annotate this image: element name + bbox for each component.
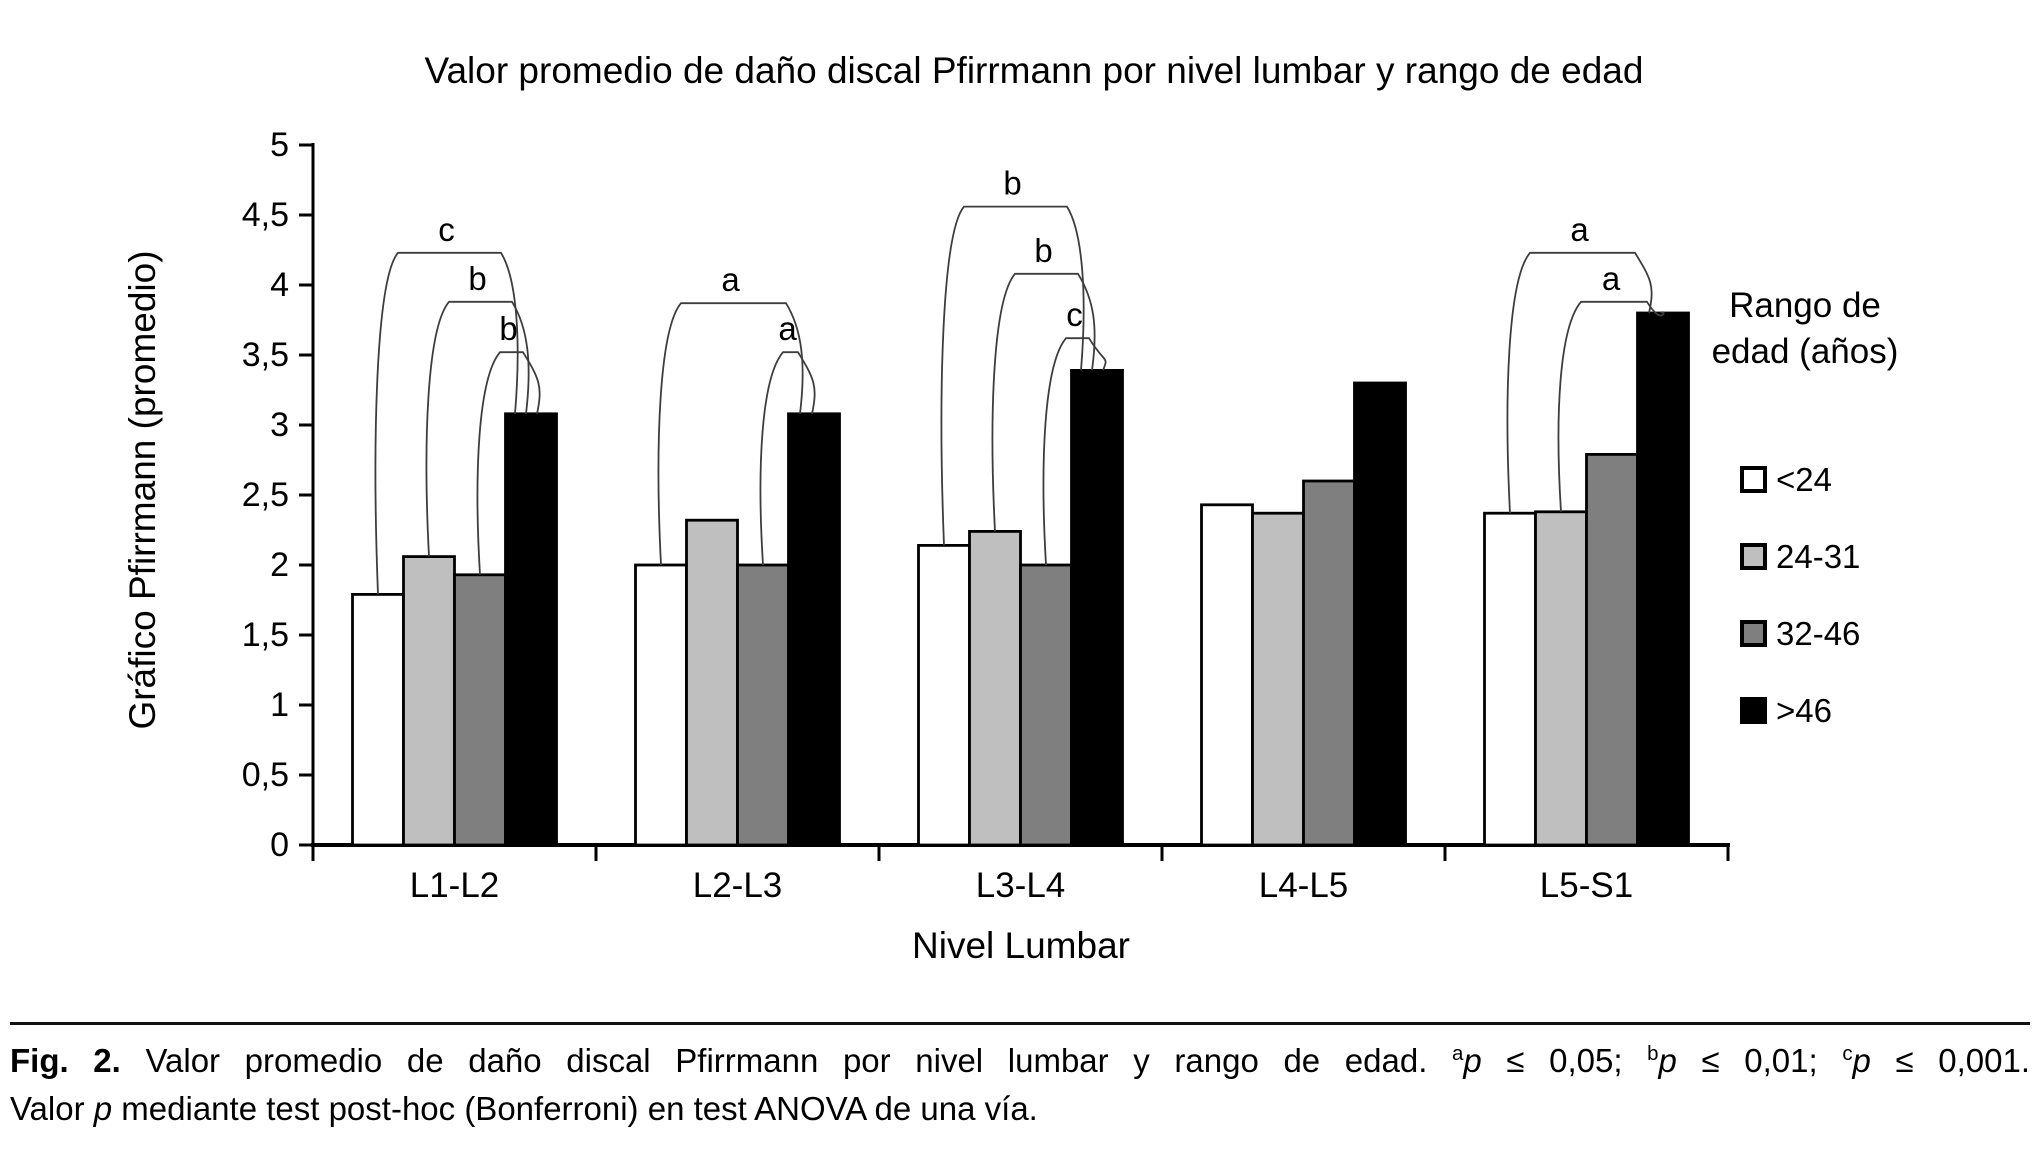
significance-bracket-L5-S1-a [1557,300,1665,512]
bar-chart-plot: 0 0,5 1 1,5 2 2,5 3 3,5 4 4,5 5 L1-L2 L2-L3 L3-L4 L4-L… [242,126,1730,905]
legend-swatch-gt46-icon [1740,697,1767,724]
y-tick-label: 5 [270,126,289,164]
caption-sig-b-p: p [1658,1042,1677,1079]
bar-L4-L5-<24 [1200,503,1254,847]
bracket-label-L2-L3-a: a [721,261,740,298]
category-label-L5-S1: L5-S1 [1540,866,1633,905]
bar-L2-L3-<24 [634,563,688,847]
significance-bracket-L1-L2-c [374,251,519,595]
legend-label-32-46: 32-46 [1776,614,1861,652]
bar-L1-L2-<24 [351,593,405,847]
bracket-label-L1-L2-b: b [468,260,486,297]
legend-label-24-31: 24-31 [1776,537,1861,575]
significance-bracket-L2-L3-a [759,351,816,566]
bar-L2-L3-24-31 [685,518,739,847]
significance-bracket-L3-L4-c [1042,337,1107,566]
legend-label-gt46: >46 [1776,691,1832,729]
bracket-label-L3-L4-c: c [1066,296,1083,333]
y-tick-label: 4,5 [242,196,289,234]
caption-sig-a-sup: a [1452,1042,1464,1065]
caption-divider [10,1022,2030,1025]
bar-L1-L2-24-31 [402,555,456,847]
bracket-label-L3-L4-b: b [1034,232,1052,269]
caption-line-1: Fig. 2. Valor promedio de daño discal Pf… [10,1038,2030,1084]
bracket-label-L2-L3-a: a [778,310,797,347]
caption-line2-p: p [93,1089,113,1127]
legend-item-32-46: 32-46 [1740,595,1940,672]
caption-sig-c-threshold: ≤ 0,001. [1870,1042,2031,1079]
bar-L4-L5->46 [1353,381,1407,847]
legend-swatch-24-31-icon [1740,543,1767,570]
significance-bracket-L1-L2-b [476,351,541,575]
chart-legend: Rango de edad (años) <24 24-31 32-46 >46 [1710,283,1900,729]
bracket-label-L3-L4-b: b [1003,165,1021,202]
y-tick-label: 3,5 [242,336,289,374]
bracket-label-L5-S1-a: a [1602,260,1621,297]
category-label-L2-L3: L2-L3 [693,866,783,905]
legend-swatch-32-46-icon [1740,620,1767,647]
bracket-label-L1-L2-c: c [438,211,455,248]
caption-line2-pre: Valor [10,1089,94,1127]
significance-bracket-L3-L4-b [940,205,1085,546]
caption-text: Valor promedio de daño discal Pfirrmann … [120,1042,1452,1079]
y-tick-label: 0 [270,826,289,864]
category-label-L1-L2: L1-L2 [410,866,500,905]
y-tick-label: 2 [270,546,289,584]
bar-L5-S1-32-46 [1585,452,1639,847]
caption-fig-label: Fig. 2. [10,1042,121,1079]
legend-item-24-31: 24-31 [1740,518,1940,595]
legend-items: <24 24-31 32-46 >46 [1740,441,1940,749]
bracket-label-L5-S1-a: a [1570,211,1589,248]
y-tick-label: 1,5 [242,616,289,654]
x-axis-title: Nivel Lumbar [912,925,1130,966]
y-tick-label: 3 [270,406,289,444]
caption-sig-b-threshold: ≤ 0,01; [1676,1042,1843,1079]
bar-L4-L5-32-46 [1302,479,1356,847]
figure-caption: Fig. 2. Valor promedio de daño discal Pf… [10,1038,2030,1131]
caption-line2-post: mediante test post-hoc (Bonferroni) en t… [112,1089,1038,1127]
legend-label-lt24: <24 [1776,460,1832,498]
y-tick-label: 1 [270,686,289,724]
bar-L5-S1->46 [1636,311,1690,847]
significance-bracket-L5-S1-a [1506,251,1653,514]
category-label-L4-L5: L4-L5 [1259,866,1349,905]
chart-title: Valor promedio de daño discal Pfirrmann … [424,50,1644,91]
bar-L3-L4-32-46 [1019,563,1073,847]
category-label-L3-L4: L3-L4 [976,866,1066,905]
y-tick-label: 0,5 [242,756,289,794]
y-tick-label: 2,5 [242,476,289,514]
legend-item-lt24: <24 [1740,441,1940,518]
bar-L3-L4-<24 [917,544,971,847]
bracket-label-L1-L2-b: b [499,310,517,347]
bar-L1-L2->46 [504,412,558,847]
bar-L5-S1-24-31 [1534,510,1588,847]
caption-line-2: Valor p mediante test post-hoc (Bonferro… [10,1086,2030,1132]
bar-L3-L4->46 [1070,368,1124,847]
bar-L1-L2-32-46 [453,573,507,847]
y-tick-label: 4 [270,266,289,304]
caption-sig-b-sup: b [1647,1042,1659,1065]
bar-L3-L4-24-31 [968,530,1022,847]
caption-sig-c-p: p [1852,1042,1871,1079]
bar-L4-L5-24-31 [1251,511,1305,847]
caption-sig-c-sup: c [1842,1042,1853,1065]
legend-swatch-lt24-icon [1740,466,1767,493]
legend-title: Rango de edad (años) [1711,286,1899,371]
legend-item-gt46: >46 [1740,672,1940,749]
caption-sig-a-threshold: ≤ 0,05; [1481,1042,1648,1079]
significance-bracket-L3-L4-b [991,272,1096,532]
bar-L2-L3-32-46 [736,563,790,847]
bar-L5-S1-<24 [1483,511,1537,847]
bar-L2-L3->46 [787,412,841,847]
caption-sig-a-p: p [1463,1042,1482,1079]
